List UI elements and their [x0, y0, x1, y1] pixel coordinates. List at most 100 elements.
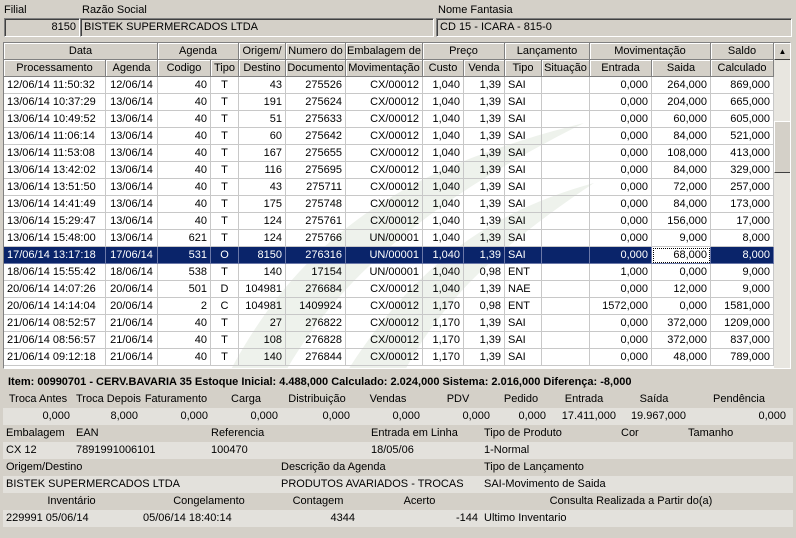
table-cell[interactable]: 40 — [158, 77, 211, 94]
table-cell[interactable]: 275711 — [286, 179, 346, 196]
table-cell[interactable]: 1,040 — [423, 247, 464, 264]
table-cell[interactable]: CX/00012 — [346, 162, 423, 179]
table-cell[interactable]: CX/00012 — [346, 298, 423, 315]
table-cell[interactable]: 521,000 — [711, 128, 774, 145]
table-cell[interactable]: 1,040 — [423, 179, 464, 196]
table-cell[interactable]: 13/06/14 — [106, 145, 158, 162]
table-cell[interactable]: 1,040 — [423, 196, 464, 213]
column-header[interactable]: Custo — [423, 60, 464, 77]
table-row[interactable]: 18/06/14 15:55:42 18/06/14 538 T 140 17154 UN/… — [4, 264, 774, 281]
table-cell[interactable]: 175 — [239, 196, 286, 213]
table-cell[interactable]: 372,000 — [652, 315, 711, 332]
table-row[interactable]: 13/06/14 11:53:08 13/06/14 40 T 167 275655 CX/… — [4, 145, 774, 162]
table-cell[interactable]: 84,000 — [652, 128, 711, 145]
table-cell[interactable]: CX/00012 — [346, 94, 423, 111]
table-cell[interactable]: 0,000 — [590, 179, 652, 196]
table-row[interactable]: 13/06/14 14:41:49 13/06/14 40 T 175 275748 CX/… — [4, 196, 774, 213]
table-row[interactable]: 12/06/14 11:50:32 12/06/14 40 T 43 275526 CX/0… — [4, 77, 774, 94]
table-cell[interactable]: T — [211, 77, 239, 94]
table-cell[interactable]: 13/06/14 11:53:08 — [4, 145, 106, 162]
table-cell[interactable]: 1,170 — [423, 298, 464, 315]
table-row[interactable]: 20/06/14 14:07:26 20/06/14 501 D 104981 27668… — [4, 281, 774, 298]
table-cell[interactable]: 1,39 — [464, 111, 505, 128]
table-cell[interactable] — [542, 230, 590, 247]
table-row[interactable]: 13/06/14 15:29:47 13/06/14 40 T 124 275761 CX/… — [4, 213, 774, 230]
table-cell[interactable]: 124 — [239, 213, 286, 230]
table-cell[interactable] — [542, 179, 590, 196]
table-cell[interactable]: 17/06/14 — [106, 247, 158, 264]
table-cell[interactable]: 13/06/14 — [106, 196, 158, 213]
table-cell[interactable]: SAI — [505, 162, 542, 179]
table-cell[interactable]: 0,000 — [590, 162, 652, 179]
table-cell[interactable]: 1,39 — [464, 315, 505, 332]
table-cell[interactable]: 1,040 — [423, 281, 464, 298]
table-cell[interactable]: 1209,000 — [711, 315, 774, 332]
column-header[interactable]: Venda — [464, 60, 505, 77]
column-header[interactable]: Codigo — [158, 60, 211, 77]
table-cell[interactable] — [542, 298, 590, 315]
table-cell[interactable]: 1,39 — [464, 213, 505, 230]
table-cell[interactable]: 40 — [158, 315, 211, 332]
table-cell[interactable]: SAI — [505, 145, 542, 162]
table-cell[interactable]: 276684 — [286, 281, 346, 298]
table-cell[interactable]: CX/00012 — [346, 315, 423, 332]
table-cell[interactable]: 1,040 — [423, 264, 464, 281]
table-cell[interactable]: 40 — [158, 179, 211, 196]
table-cell[interactable]: NAE — [505, 281, 542, 298]
table-cell[interactable]: T — [211, 179, 239, 196]
table-cell[interactable]: 13/06/14 10:37:29 — [4, 94, 106, 111]
table-cell[interactable]: 1,040 — [423, 77, 464, 94]
table-cell[interactable]: SAI — [505, 179, 542, 196]
table-cell[interactable]: 84,000 — [652, 162, 711, 179]
table-cell[interactable]: SAI — [505, 111, 542, 128]
table-cell[interactable]: SAI — [505, 230, 542, 247]
table-cell[interactable]: 1,39 — [464, 332, 505, 349]
table-cell[interactable]: 789,000 — [711, 349, 774, 366]
table-cell[interactable]: 13/06/14 13:42:02 — [4, 162, 106, 179]
table-cell[interactable]: 1,170 — [423, 349, 464, 366]
table-cell[interactable]: 13/06/14 — [106, 128, 158, 145]
table-cell[interactable]: 372,000 — [652, 332, 711, 349]
table-cell[interactable]: 276822 — [286, 315, 346, 332]
table-cell[interactable] — [542, 247, 590, 264]
table-cell[interactable]: UN/00001 — [346, 247, 423, 264]
table-cell[interactable]: 0,000 — [590, 145, 652, 162]
table-cell[interactable]: T — [211, 332, 239, 349]
table-cell[interactable]: 20/06/14 — [106, 281, 158, 298]
table-cell[interactable]: 1,39 — [464, 349, 505, 366]
table-cell[interactable]: 531 — [158, 247, 211, 264]
table-cell[interactable]: 8,000 — [711, 247, 774, 264]
table-cell[interactable]: ENT — [505, 298, 542, 315]
table-cell[interactable]: 1,040 — [423, 128, 464, 145]
table-cell[interactable]: 116 — [239, 162, 286, 179]
table-row[interactable]: 21/06/14 08:52:57 21/06/14 40 T 27 276822 CX/0… — [4, 315, 774, 332]
table-row[interactable]: 21/06/14 08:56:57 21/06/14 40 T 108 276828 CX/… — [4, 332, 774, 349]
table-cell[interactable]: SAI — [505, 315, 542, 332]
table-row[interactable]: 13/06/14 13:51:50 13/06/14 40 T 43 275711 CX/0… — [4, 179, 774, 196]
table-cell[interactable]: 167 — [239, 145, 286, 162]
table-cell[interactable]: 204,000 — [652, 94, 711, 111]
table-cell[interactable]: SAI — [505, 196, 542, 213]
table-cell[interactable]: T — [211, 94, 239, 111]
table-cell[interactable]: SAI — [505, 247, 542, 264]
table-cell[interactable]: 43 — [239, 179, 286, 196]
table-cell[interactable]: 51 — [239, 111, 286, 128]
table-cell[interactable]: 8,000 — [711, 230, 774, 247]
table-cell[interactable]: 1,040 — [423, 162, 464, 179]
table-cell[interactable]: 1,040 — [423, 213, 464, 230]
table-cell[interactable]: 1,000 — [590, 264, 652, 281]
table-cell[interactable]: 275642 — [286, 128, 346, 145]
table-cell[interactable]: 104981 — [239, 281, 286, 298]
table-cell[interactable]: SAI — [505, 128, 542, 145]
table-cell[interactable]: 13/06/14 10:49:52 — [4, 111, 106, 128]
filial-field[interactable]: 8150 — [4, 18, 80, 37]
table-cell[interactable]: CX/00012 — [346, 128, 423, 145]
table-cell[interactable]: CX/00012 — [346, 213, 423, 230]
table-cell[interactable]: 1,040 — [423, 230, 464, 247]
table-cell[interactable]: 869,000 — [711, 77, 774, 94]
table-cell[interactable]: UN/00001 — [346, 264, 423, 281]
table-cell[interactable] — [542, 315, 590, 332]
table-cell[interactable] — [542, 332, 590, 349]
table-cell[interactable] — [542, 281, 590, 298]
table-cell[interactable]: 275766 — [286, 230, 346, 247]
